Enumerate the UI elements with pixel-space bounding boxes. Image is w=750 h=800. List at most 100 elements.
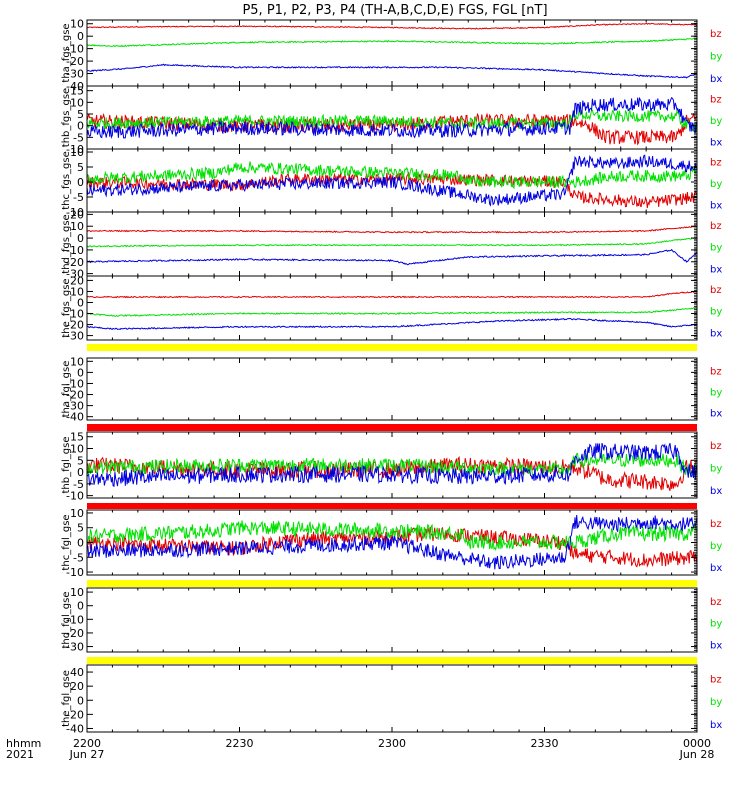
y-tick-label: 10 [70,285,84,298]
y-tick-label: -10 [66,613,84,626]
y-tick-label: 10 [70,443,84,456]
y-tick-label: 0 [77,694,84,707]
legend-bz: bz [710,95,722,106]
y-tick-label: 20 [70,274,84,287]
legend-bx: bx [710,137,722,148]
plot-title: P5, P1, P2, P3, P4 (TH-A,B,C,D,E) FGS, F… [242,3,547,18]
series-bz-thd_fgs_gse [87,225,697,234]
legend-bz: bz [710,441,722,452]
y-tick-label: -10 [66,308,84,321]
thb-fgl-status-bar [87,503,697,509]
y-tick-label: -5 [73,131,84,144]
y-tick-label: -20 [66,627,84,640]
y-tick-label: -30 [66,68,84,81]
legend-by: by [710,52,722,63]
series-bx-thc_fgs_gse [87,154,697,207]
series-bz-thc_fgs_gse [87,171,697,209]
y-tick-label: -20 [66,256,84,269]
legend-bx: bx [710,409,722,420]
y-axis-label: thc_fgs_gse [61,151,72,210]
y-tick-label: -20 [66,389,84,402]
y-tick-label: 10 [70,507,84,520]
series-by-thb_fgs_gse [87,108,697,133]
y-tick-label: 5 [77,522,84,535]
legend-bx: bx [710,264,722,275]
y-tick-label: 10 [70,586,84,599]
y-tick-label: 10 [70,220,84,233]
y-tick-label: 0 [77,600,84,613]
y-tick-label: 20 [70,208,84,221]
series-by-thc_fgl_gse [87,519,697,552]
legend-bx: bx [710,640,722,651]
x-tick-label-time: 2300 [378,737,406,750]
thc-fgl-status-bar [87,580,697,587]
y-tick-label: 0 [77,232,84,245]
y-axis-label: the_fgl_gse [61,670,72,727]
y-tick-label: -30 [66,330,84,343]
y-axis-label: tha_fgs_gse [61,23,72,82]
series-by-the_fgs_gse [87,307,697,317]
series-bx-thb_fgl_gse [87,443,697,487]
legend-by: by [710,307,722,318]
y-tick-label: 0 [77,366,84,379]
legend-bz: bz [710,285,722,296]
y-tick-label: 10 [70,146,84,159]
y-tick-label: 10 [70,355,84,368]
y-tick-label: 0 [77,296,84,309]
series-by-thc_fgs_gse [87,161,697,190]
y-tick-label: 0 [77,537,84,550]
x-tick-label-date: Jun 27 [69,748,105,761]
the-fgs-status-bar [87,344,697,351]
y-axis-label: thc_fgl_gse [61,514,72,570]
series-bx-the_fgs_gse [87,317,697,331]
legend-by: by [710,619,722,630]
legend-bx: bx [710,720,722,731]
y-tick-label: -5 [73,551,84,564]
x-tick-label-date: Jun 28 [679,748,715,761]
legend-by: by [710,697,722,708]
y-tick-label: -30 [66,400,84,413]
y-tick-label: -10 [66,206,84,219]
series-bz-tha_fgs_gse [87,22,697,30]
y-tick-label: 40 [70,666,84,679]
series-by-thd_fgs_gse [87,237,697,248]
series-bx-thb_fgs_gse [87,96,697,140]
y-tick-label: -30 [66,268,84,281]
legend-bz: bz [710,519,722,530]
y-tick-label: -30 [66,641,84,654]
y-tick-label: 20 [70,680,84,693]
series-bx-thd_fgs_gse [87,248,697,266]
y-axis-label: thb_fgs_gse [61,88,72,147]
x-tick-label-time: 2200 [73,737,101,750]
y-tick-label: -5 [73,478,84,491]
x-axis-row-label-year: 2021 [6,748,34,761]
legend-bz: bz [710,221,722,232]
y-tick-label: 5 [77,108,84,121]
y-axis-label: tha_fgl_gse [61,361,72,418]
series-by-tha_fgs_gse [87,37,697,48]
x-axis-row-label-hhmm: hhmm [6,737,41,750]
y-tick-label: -10 [66,377,84,390]
legend-bz: bz [710,158,722,169]
y-tick-label: 0 [77,466,84,479]
y-axis-label: the_fgs_gse [61,278,72,337]
y-tick-label: 0 [77,176,84,189]
legend-bx: bx [710,486,722,497]
y-tick-label: -10 [66,244,84,257]
series-bz-the_fgs_gse [87,290,697,299]
y-tick-label: -20 [66,55,84,68]
legend-bz: bz [710,674,722,685]
legend-by: by [710,464,722,475]
y-tick-label: -20 [66,319,84,332]
tha-fgl-status-bar [87,424,697,431]
series-bx-thc_fgl_gse [87,514,697,570]
y-tick-label: 5 [77,161,84,174]
